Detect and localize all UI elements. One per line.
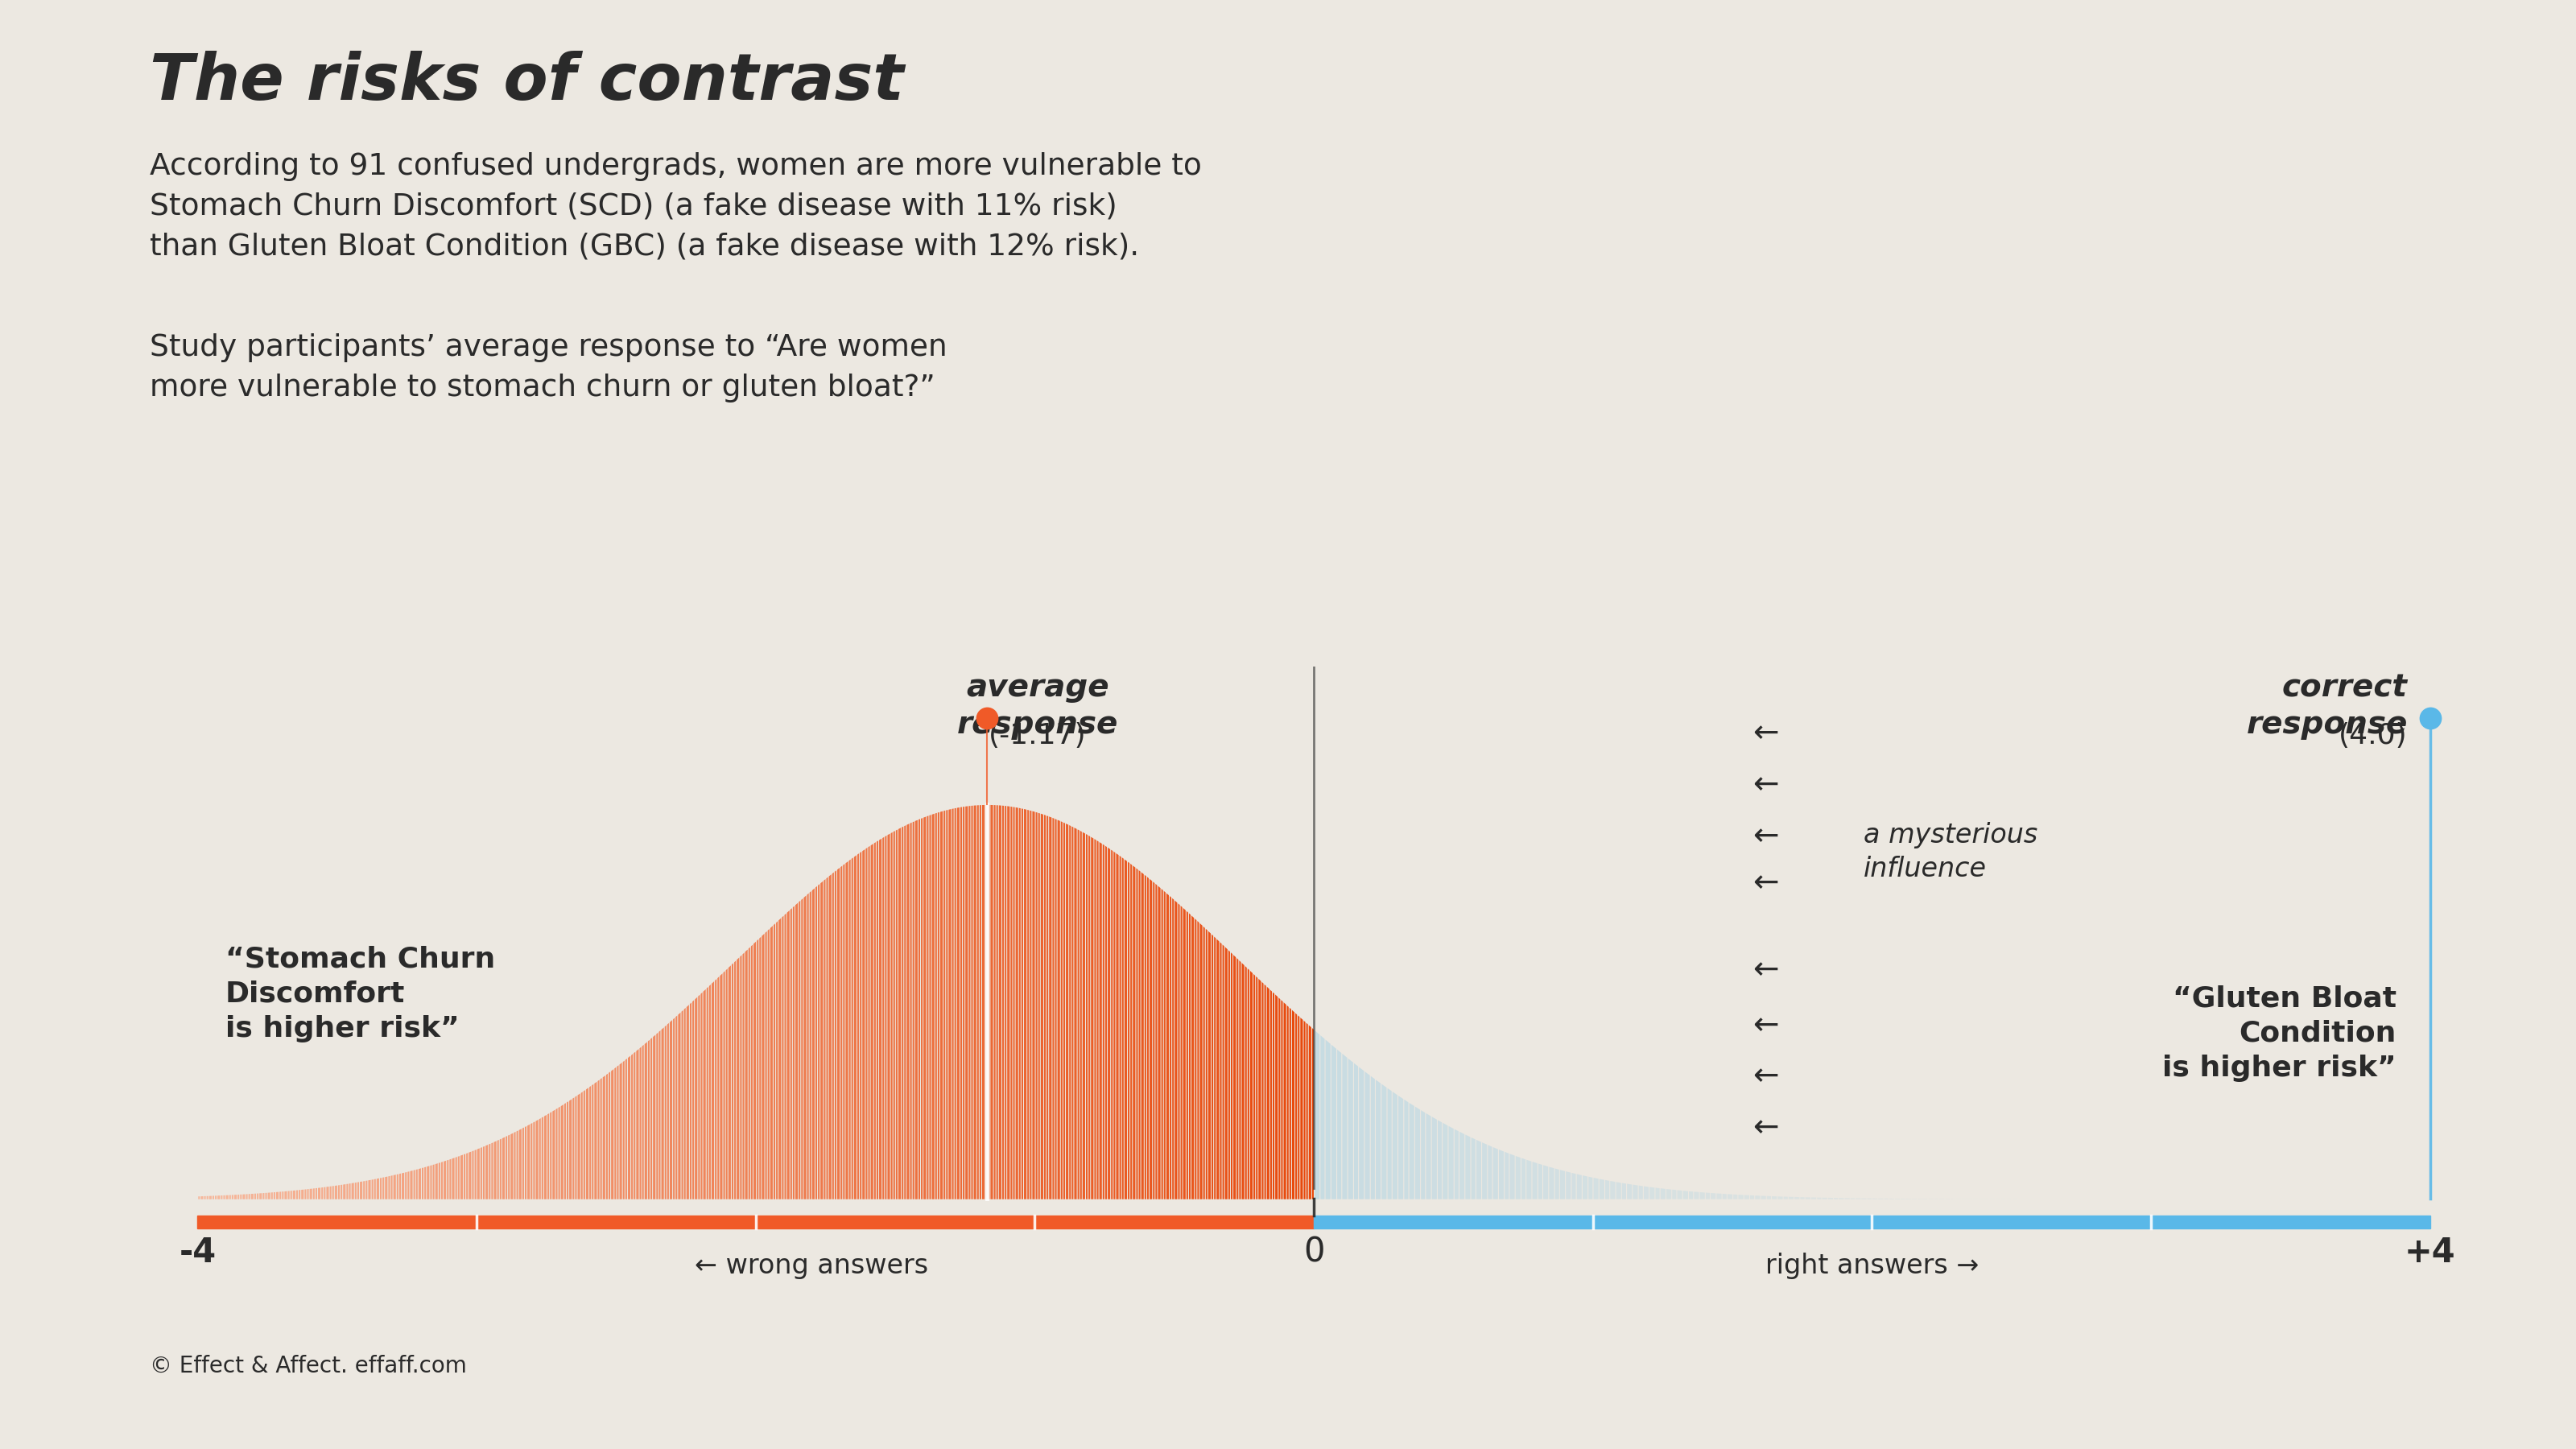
Text: 0: 0 [1303,1236,1324,1269]
Text: © Effect & Affect. effaff.com: © Effect & Affect. effaff.com [149,1355,466,1378]
Text: According to 91 confused undergrads, women are more vulnerable to
Stomach Churn : According to 91 confused undergrads, wom… [149,152,1200,262]
Text: ←: ← [1752,1113,1780,1143]
Text: average
response: average response [956,672,1118,739]
Text: +4: +4 [2403,1236,2455,1269]
Text: Study participants’ average response to “Are women
more vulnerable to stomach ch: Study participants’ average response to … [149,333,948,403]
Text: ← wrong answers: ← wrong answers [696,1253,927,1279]
Text: ←: ← [1752,1061,1780,1093]
Text: correct
response: correct response [2246,672,2409,739]
Text: ←: ← [1752,719,1780,749]
Text: ←: ← [1752,955,1780,985]
Text: ←: ← [1752,820,1780,852]
Text: -4: -4 [178,1236,216,1269]
Text: ←: ← [1752,769,1780,800]
Text: “Stomach Churn
Discomfort
is higher risk”: “Stomach Churn Discomfort is higher risk… [227,945,495,1042]
Text: right answers →: right answers → [1765,1253,1978,1279]
Text: (-1.17): (-1.17) [989,722,1087,749]
Text: (4.0): (4.0) [2339,722,2409,749]
Text: a mysterious
influence: a mysterious influence [1862,822,2038,882]
Text: “Gluten Bloat
Condition
is higher risk”: “Gluten Bloat Condition is higher risk” [2161,984,2396,1082]
Text: ←: ← [1752,868,1780,898]
FancyBboxPatch shape [1314,1216,2429,1229]
Text: ←: ← [1752,1010,1780,1040]
Text: The risks of contrast: The risks of contrast [149,51,904,113]
FancyBboxPatch shape [198,1216,1314,1229]
